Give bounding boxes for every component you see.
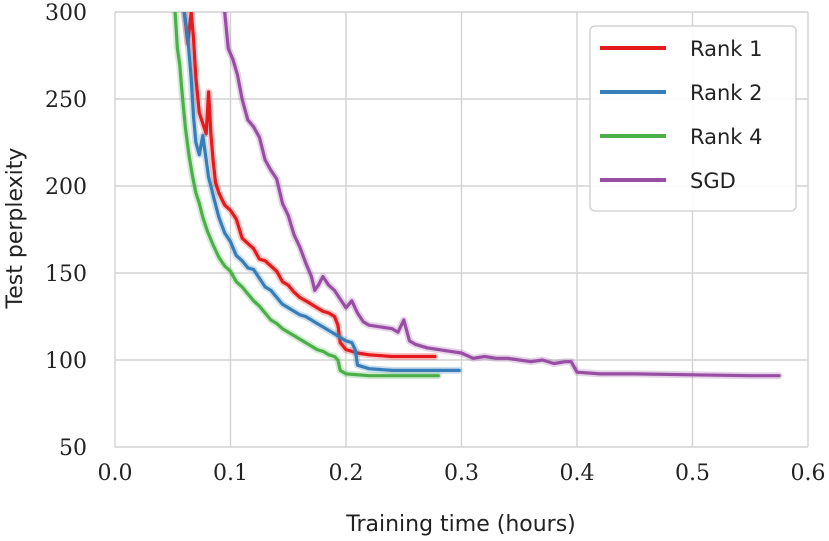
y-tick-label: 250 xyxy=(45,88,87,113)
x-tick-label: 0.2 xyxy=(329,461,364,486)
legend-label-rank-4: Rank 4 xyxy=(690,125,763,149)
y-tick-label: 300 xyxy=(45,1,87,26)
series-line-rank-4 xyxy=(173,12,440,378)
x-tick-label: 0.6 xyxy=(791,461,826,486)
legend: Rank 1 Rank 2 Rank 4 SGD xyxy=(589,25,797,212)
series-line-rank-2 xyxy=(182,12,461,372)
y-tick-label: 200 xyxy=(45,175,87,200)
legend-label-rank-1: Rank 1 xyxy=(690,37,763,61)
series-layer xyxy=(171,12,783,380)
y-tick-label: 100 xyxy=(45,349,87,374)
x-tick-label: 0.1 xyxy=(213,461,248,486)
x-tick-labels: 0.0 0.1 0.2 0.3 0.4 0.5 0.6 xyxy=(98,461,826,486)
x-tick-label: 0.0 xyxy=(98,461,133,486)
legend-label-rank-2: Rank 2 xyxy=(690,81,763,105)
legend-box xyxy=(589,25,797,212)
y-axis-label: Test perplexity xyxy=(3,148,28,310)
legend-items: Rank 1 Rank 2 Rank 4 SGD xyxy=(600,37,763,193)
x-tick-label: 0.3 xyxy=(444,461,479,486)
y-tick-labels: 50 100 150 200 250 300 xyxy=(45,1,87,461)
x-axis-label: Training time (hours) xyxy=(345,512,576,537)
series-line-sgd xyxy=(223,12,781,378)
legend-label-sgd: SGD xyxy=(690,169,736,193)
y-tick-label: 50 xyxy=(59,436,87,461)
series-line-rank-1 xyxy=(182,12,437,359)
series-band-rank-2 xyxy=(180,12,463,374)
x-tick-label: 0.5 xyxy=(675,461,710,486)
y-tick-label: 150 xyxy=(45,262,87,287)
x-tick-label: 0.4 xyxy=(560,461,595,486)
